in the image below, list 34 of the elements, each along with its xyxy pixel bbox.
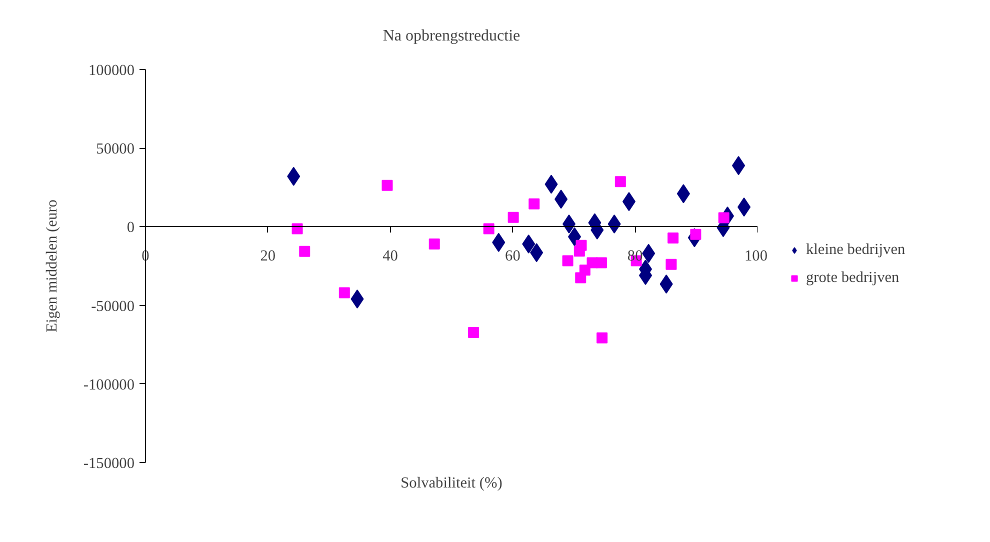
- y-tick-label: 50000: [96, 140, 135, 158]
- point: [338, 287, 350, 298]
- point: [299, 246, 310, 257]
- point: [508, 212, 519, 223]
- point: [596, 257, 607, 268]
- y-tick-label: 0: [126, 219, 135, 236]
- point: [718, 212, 730, 224]
- point: [668, 232, 679, 244]
- chart-title: Na opbrengstreductie: [382, 28, 520, 44]
- x-tick-label: 20: [260, 248, 276, 264]
- point: [468, 326, 480, 338]
- x-tick-label: 100: [744, 248, 768, 264]
- point: [483, 223, 494, 234]
- point: [528, 198, 540, 210]
- y-tick-label: 100000: [88, 62, 135, 79]
- point: [666, 258, 677, 270]
- y-axis-title: Eigen middelen (euro: [43, 199, 60, 332]
- y-tick-label: -100000: [83, 376, 135, 394]
- x-tick-label: 80: [627, 248, 644, 264]
- point: [382, 180, 393, 191]
- point: [562, 255, 574, 266]
- legend-label: grote bedrijven: [806, 269, 900, 287]
- y-tick-label: -50000: [91, 298, 135, 315]
- point: [575, 272, 586, 284]
- y-tick-label: -150000: [83, 455, 135, 472]
- point: [614, 176, 626, 188]
- x-tick-label: 40: [382, 248, 398, 264]
- point: [292, 223, 303, 234]
- point: [574, 246, 585, 257]
- legend-label: kleine bedrijven: [806, 241, 906, 259]
- point: [428, 238, 440, 250]
- x-tick-label: 60: [505, 248, 521, 264]
- point: [596, 332, 608, 344]
- x-axis-title: Solvabiliteit (%): [400, 474, 502, 492]
